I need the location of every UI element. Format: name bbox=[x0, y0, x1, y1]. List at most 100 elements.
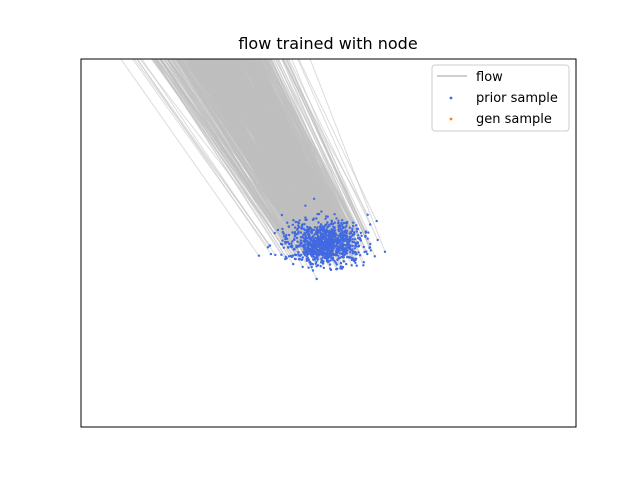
prior-sample-point bbox=[312, 228, 315, 232]
prior-sample-point bbox=[311, 255, 314, 258]
flow-line bbox=[199, 59, 314, 242]
prior-sample-point bbox=[345, 235, 349, 238]
prior-sample-point bbox=[326, 244, 329, 247]
prior-sample-point bbox=[351, 252, 354, 255]
prior-sample-point bbox=[310, 244, 313, 248]
prior-sample-point bbox=[339, 241, 342, 244]
prior-sample-point bbox=[327, 230, 331, 233]
prior-sample-point bbox=[342, 239, 346, 242]
prior-sample-point bbox=[322, 266, 326, 270]
prior-sample-point bbox=[354, 251, 357, 254]
prior-sample-point bbox=[304, 237, 307, 240]
prior-sample-point bbox=[346, 220, 349, 224]
prior-sample-point bbox=[362, 245, 365, 249]
prior-sample-point bbox=[314, 232, 317, 236]
flow-line bbox=[298, 59, 378, 222]
prior-sample-point bbox=[342, 255, 345, 259]
prior-sample-point bbox=[293, 232, 296, 235]
prior-sample-point bbox=[324, 229, 328, 232]
prior-sample-point bbox=[295, 236, 299, 240]
prior-sample-point bbox=[359, 231, 363, 235]
prior-sample-point bbox=[351, 244, 354, 248]
prior-sample-point bbox=[304, 239, 307, 242]
prior-sample-point bbox=[308, 227, 312, 230]
prior-sample-point bbox=[355, 224, 358, 227]
prior-sample-point bbox=[281, 227, 284, 231]
plot-content bbox=[120, 59, 387, 281]
prior-sample-point bbox=[286, 221, 289, 224]
prior-sample-point bbox=[301, 235, 304, 239]
prior-sample-point bbox=[351, 238, 354, 241]
prior-sample-point bbox=[287, 246, 290, 249]
prior-sample-point bbox=[345, 262, 348, 266]
flow-line bbox=[218, 59, 328, 244]
prior-sample-point bbox=[341, 232, 344, 235]
prior-sample-point bbox=[284, 242, 287, 245]
prior-sample-point bbox=[348, 244, 351, 247]
prior-sample-point bbox=[308, 234, 311, 238]
prior-sample-point bbox=[352, 221, 355, 224]
prior-sample-point bbox=[313, 256, 316, 259]
prior-sample-point bbox=[340, 221, 343, 225]
prior-sample-point bbox=[327, 233, 331, 236]
prior-sample-point bbox=[349, 231, 353, 235]
flow-line bbox=[228, 59, 332, 238]
flow-line bbox=[230, 59, 334, 249]
flow-line bbox=[184, 59, 305, 248]
prior-sample-point bbox=[311, 253, 314, 256]
prior-sample-point bbox=[351, 250, 355, 253]
legend-box bbox=[431, 64, 570, 132]
prior-sample-point bbox=[334, 237, 337, 240]
prior-sample-point bbox=[350, 249, 353, 252]
prior-sample-point bbox=[332, 247, 335, 250]
prior-sample-point bbox=[373, 255, 376, 258]
prior-sample-point bbox=[304, 234, 307, 238]
prior-sample-point bbox=[351, 234, 354, 237]
prior-sample-point bbox=[314, 236, 317, 240]
prior-sample-point bbox=[357, 234, 360, 237]
prior-sample-point bbox=[315, 277, 318, 281]
prior-sample-point bbox=[291, 240, 294, 243]
prior-sample-point bbox=[351, 229, 354, 233]
prior-sample-point bbox=[331, 249, 335, 252]
prior-sample-point bbox=[341, 241, 344, 245]
prior-sample-point bbox=[326, 221, 329, 224]
prior-sample-point bbox=[332, 241, 335, 244]
flow-line bbox=[231, 59, 333, 221]
legend-gen-sample-swatch bbox=[449, 117, 453, 121]
flow-line bbox=[141, 59, 276, 256]
prior-sample-point bbox=[323, 256, 326, 260]
prior-sample-point bbox=[349, 237, 352, 240]
prior-sample-point bbox=[296, 240, 299, 243]
prior-sample-point bbox=[282, 246, 285, 249]
flow-line bbox=[260, 59, 355, 243]
prior-sample-point bbox=[344, 226, 347, 229]
prior-sample-point bbox=[292, 219, 295, 222]
prior-sample-point bbox=[304, 232, 307, 235]
prior-sample-point bbox=[342, 260, 346, 263]
prior-sample-point bbox=[284, 257, 287, 261]
prior-sample-point bbox=[311, 239, 314, 243]
flow-line bbox=[249, 59, 346, 232]
prior-sample-point bbox=[331, 257, 334, 260]
flow-line bbox=[221, 59, 330, 235]
prior-sample-point bbox=[348, 226, 351, 229]
prior-sample-point bbox=[352, 240, 355, 244]
prior-sample-point bbox=[318, 250, 322, 253]
flow-line bbox=[158, 59, 289, 248]
flow-line bbox=[220, 59, 329, 217]
prior-sample-point bbox=[358, 236, 362, 240]
prior-sample-point bbox=[336, 245, 339, 248]
prior-sample-point bbox=[293, 235, 297, 238]
prior-sample-point bbox=[337, 234, 340, 237]
prior-sample-point bbox=[338, 224, 341, 227]
prior-sample-point bbox=[288, 242, 291, 246]
prior-sample-point bbox=[349, 251, 352, 254]
prior-sample-point bbox=[301, 256, 304, 259]
prior-sample-point bbox=[339, 265, 343, 268]
prior-sample-point bbox=[319, 248, 322, 251]
prior-sample-point bbox=[284, 237, 287, 241]
prior-sample-point bbox=[324, 231, 327, 234]
prior-sample-point bbox=[327, 242, 330, 245]
prior-sample-point bbox=[315, 229, 318, 232]
